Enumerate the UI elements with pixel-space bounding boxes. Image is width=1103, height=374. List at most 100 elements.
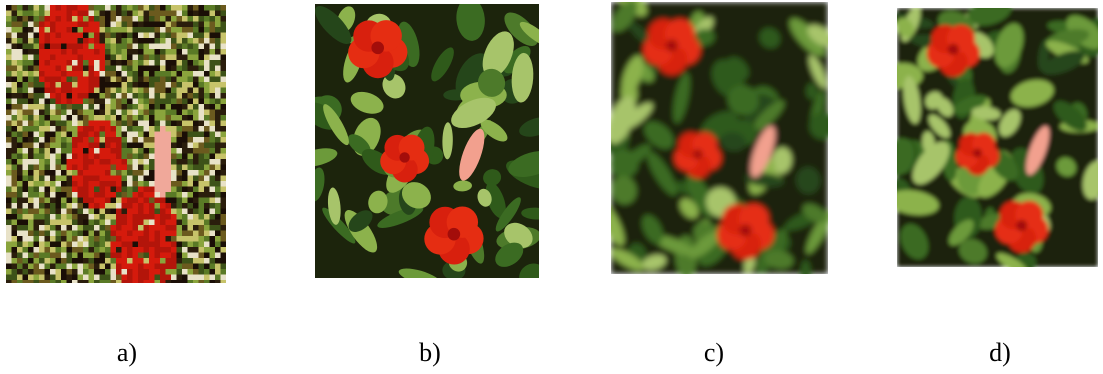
pixel <box>56 121 62 127</box>
pixel <box>6 187 12 193</box>
pixel <box>56 264 62 270</box>
pixel <box>12 159 18 165</box>
pixel <box>210 203 216 209</box>
pixel <box>39 77 45 83</box>
pixel <box>149 148 155 154</box>
pixel <box>221 71 227 77</box>
pixel <box>12 236 18 242</box>
pixel <box>149 55 155 61</box>
pixel <box>155 170 161 176</box>
pixel <box>221 126 227 132</box>
pixel <box>138 66 144 72</box>
pixel <box>149 225 155 231</box>
pixel <box>177 93 183 99</box>
pixel <box>50 231 56 237</box>
pixel <box>111 148 117 154</box>
pixel <box>166 242 172 248</box>
pixel <box>144 275 150 281</box>
pixel <box>12 231 18 237</box>
pixel <box>149 27 155 33</box>
pixel <box>182 104 188 110</box>
pixel <box>61 132 67 138</box>
pixel <box>89 77 95 83</box>
pixel <box>100 132 106 138</box>
pixel <box>138 71 144 77</box>
pixel <box>116 44 122 50</box>
pixel <box>111 236 117 242</box>
pixel <box>204 126 210 132</box>
pixel <box>215 33 221 39</box>
pixel <box>204 247 210 253</box>
pixel <box>94 170 100 176</box>
pixel <box>94 198 100 204</box>
pixel <box>138 187 144 193</box>
pixel <box>111 264 117 270</box>
pixel <box>111 5 117 11</box>
pixel <box>12 137 18 143</box>
pixel <box>177 38 183 44</box>
pixel <box>28 33 34 39</box>
pixel <box>17 192 23 198</box>
pixel <box>23 38 29 44</box>
pixel <box>210 132 216 138</box>
pixel <box>50 264 56 270</box>
pixel <box>193 203 199 209</box>
pixel <box>23 187 29 193</box>
pixel <box>193 170 199 176</box>
pixel <box>78 27 84 33</box>
pixel <box>199 159 205 165</box>
pixel <box>144 220 150 226</box>
pixel <box>61 187 67 193</box>
pixel <box>188 82 194 88</box>
pixel <box>144 16 150 22</box>
pixel <box>155 82 161 88</box>
pixel <box>177 143 183 149</box>
pixel <box>166 236 172 242</box>
pixel <box>78 192 84 198</box>
pixel <box>127 154 133 160</box>
pixel <box>116 60 122 66</box>
pixel <box>160 275 166 281</box>
pixel <box>17 104 23 110</box>
pixel <box>111 126 117 132</box>
pixel <box>116 143 122 149</box>
pixel <box>100 269 106 275</box>
pixel <box>67 192 73 198</box>
pixel <box>39 247 45 253</box>
pixel <box>127 143 133 149</box>
pixel <box>61 203 67 209</box>
pixel <box>12 88 18 94</box>
pixel <box>12 126 18 132</box>
pixel <box>78 132 84 138</box>
pixel <box>171 220 177 226</box>
pixel <box>122 27 128 33</box>
pixel <box>144 5 150 11</box>
pixel <box>199 198 205 204</box>
pixel <box>127 110 133 116</box>
pixel <box>72 121 78 127</box>
pixel <box>155 280 161 286</box>
pixel <box>94 264 100 270</box>
pixel <box>127 132 133 138</box>
pixel <box>50 198 56 204</box>
pixel <box>138 159 144 165</box>
pixel <box>100 33 106 39</box>
pixel <box>111 110 117 116</box>
pixel <box>116 82 122 88</box>
pixel <box>6 115 12 121</box>
pixel <box>50 104 56 110</box>
pixel <box>23 225 29 231</box>
pixel <box>133 236 139 242</box>
pixel <box>188 16 194 22</box>
pixel <box>215 143 221 149</box>
pixel <box>116 198 122 204</box>
pixel <box>39 5 45 11</box>
pixel <box>89 269 95 275</box>
pixel <box>160 88 166 94</box>
pixel <box>94 258 100 264</box>
pixel <box>6 137 12 143</box>
pixel <box>67 187 73 193</box>
pixel <box>171 264 177 270</box>
pixel <box>94 93 100 99</box>
pixel <box>61 60 67 66</box>
